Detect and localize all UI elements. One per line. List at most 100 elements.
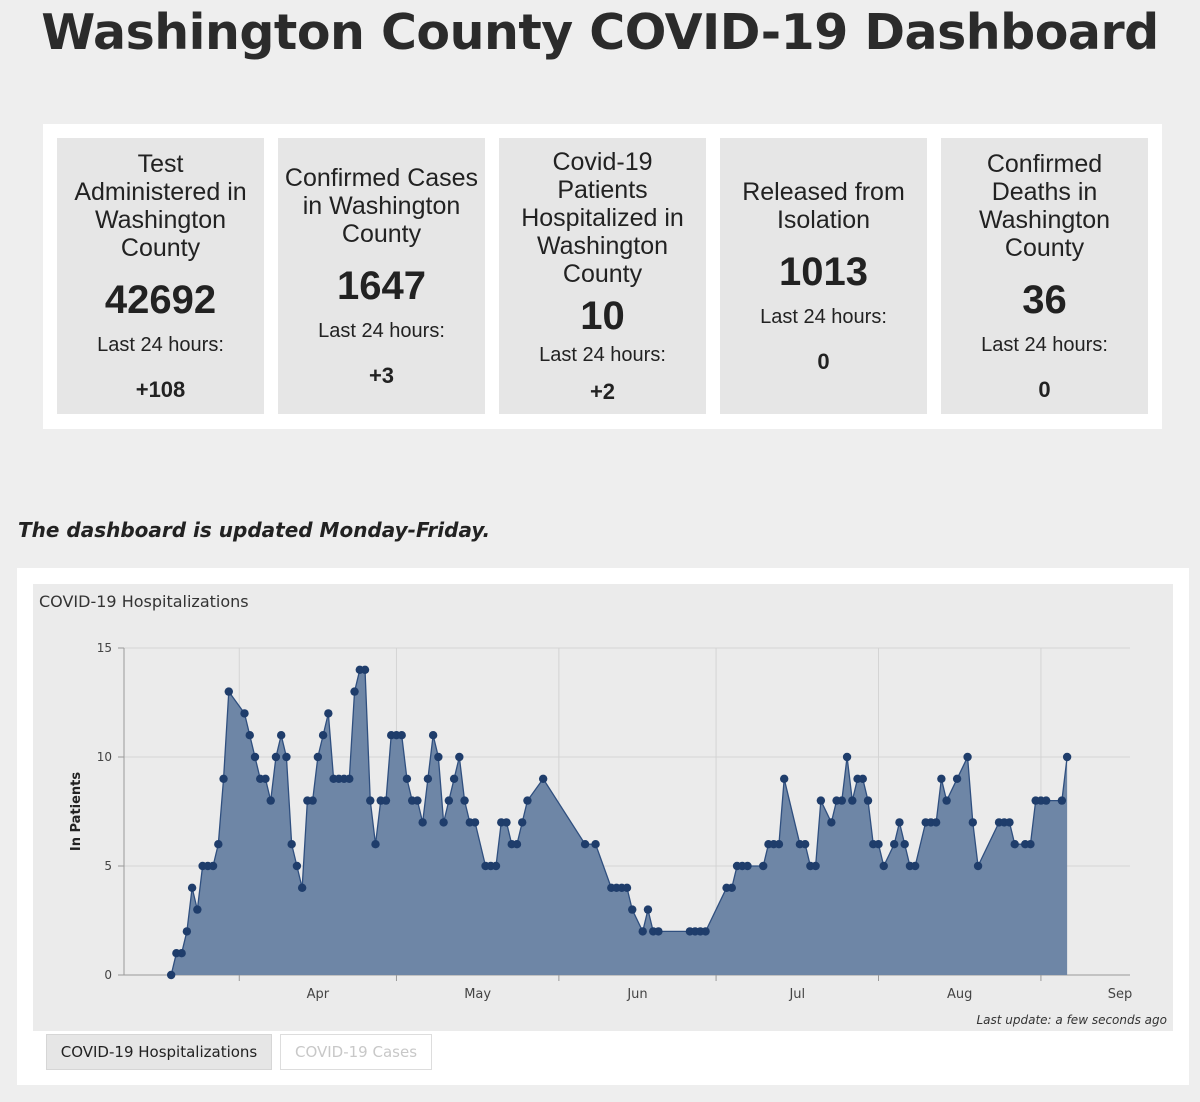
data-point [638, 927, 647, 936]
stat-last24-label: Last 24 hours: [981, 333, 1108, 356]
data-point [266, 796, 275, 805]
data-point [287, 840, 296, 849]
stat-deaths: Confirmed Deaths in Washington County 36… [941, 138, 1148, 414]
data-point [460, 796, 469, 805]
stat-hospitalized: Covid-19 Patients Hospitalized in Washin… [499, 138, 706, 414]
chart-title: COVID-19 Hospitalizations [39, 592, 249, 611]
data-point [308, 796, 317, 805]
stat-released: Released from Isolation 1013 Last 24 hou… [720, 138, 927, 414]
data-point [177, 949, 186, 958]
data-point [444, 796, 454, 805]
data-point [449, 774, 459, 783]
hospitalizations-chart[interactable]: 0 5 10 15 Apr May Jun Jul Aug Sep In Patients [33, 584, 1173, 1031]
stat-tests: Test Administered in Washington County 4… [57, 138, 264, 414]
data-point [879, 861, 888, 871]
stat-last24-label: Last 24 hours: [97, 333, 224, 356]
data-point [937, 774, 946, 783]
data-point [366, 796, 375, 805]
data-point [397, 731, 406, 740]
data-point [654, 927, 663, 936]
data-point [261, 774, 270, 783]
data-point [837, 796, 847, 805]
data-point [874, 840, 883, 849]
data-point [324, 709, 333, 718]
stat-last24-value: +3 [368, 362, 395, 388]
data-point [942, 796, 951, 805]
data-point [863, 796, 873, 805]
y-tick-label: 5 [104, 859, 112, 873]
data-point [1010, 840, 1019, 849]
data-point [759, 861, 768, 871]
data-point [518, 818, 527, 827]
data-point [973, 861, 983, 871]
data-point [1062, 752, 1072, 762]
stat-label: Covid-19 Patients Hospitalized in Washin… [521, 147, 684, 288]
data-point [952, 774, 962, 783]
data-point [418, 818, 427, 827]
data-point [816, 796, 826, 805]
stats-panel: Test Administered in Washington County 4… [43, 124, 1162, 429]
y-tick-label: 0 [104, 968, 112, 982]
data-point [779, 774, 789, 783]
y-tick-label: 15 [97, 641, 112, 655]
stat-label: Confirmed Cases in Washington County [284, 163, 479, 248]
page-title: Washington County COVID-19 Dashboard [41, 4, 1159, 61]
stat-value: 1013 [779, 249, 868, 294]
stat-label: Test Administered in Washington County [74, 149, 247, 262]
data-point [643, 905, 653, 914]
stat-value: 42692 [104, 277, 217, 322]
data-point [1026, 840, 1035, 849]
data-point [523, 796, 532, 805]
stat-last24-label: Last 24 hours: [539, 343, 666, 366]
stat-value: 10 [580, 293, 625, 338]
tab-cases[interactable]: COVID-19 Cases [280, 1034, 432, 1070]
x-tick-label: Jun [626, 987, 647, 1002]
data-point [381, 796, 391, 805]
data-point [842, 752, 852, 762]
data-point [245, 731, 254, 740]
chart-panel: 0 5 10 15 Apr May Jun Jul Aug Sep In Patients COVI… [17, 568, 1189, 1085]
data-point [371, 840, 380, 849]
stat-value: 36 [1022, 277, 1067, 322]
data-point [470, 818, 480, 827]
data-point [727, 883, 736, 892]
data-point [848, 796, 857, 805]
data-point [250, 752, 260, 762]
data-point [413, 796, 422, 805]
data-point [439, 818, 448, 827]
data-point [214, 840, 223, 849]
tab-hospitalizations[interactable]: COVID-19 Hospitalizations [46, 1034, 272, 1070]
data-point [224, 687, 233, 696]
data-point [512, 840, 522, 849]
data-point [318, 731, 328, 740]
stat-last24-value: +108 [135, 376, 186, 402]
data-point [219, 774, 228, 783]
data-point [434, 752, 443, 762]
x-tick-label: Sep [1108, 987, 1133, 1002]
stat-label: Released from Isolation [742, 177, 905, 234]
data-point [360, 665, 370, 674]
data-point [910, 861, 920, 871]
x-tick-label: Apr [307, 987, 330, 1002]
data-point [428, 731, 438, 740]
data-point [774, 840, 784, 849]
update-note: The dashboard is updated Monday-Friday. [18, 518, 491, 542]
data-point [580, 840, 590, 849]
series-area [171, 669, 1068, 975]
data-point [345, 774, 354, 783]
data-point [591, 840, 600, 849]
data-point [1041, 796, 1051, 805]
x-tick-label: Aug [947, 987, 972, 1002]
data-point [193, 905, 202, 914]
stat-value: 1647 [337, 263, 426, 308]
stat-last24-label: Last 24 hours: [760, 305, 887, 328]
data-point [297, 883, 307, 892]
data-point [240, 709, 249, 718]
data-point [491, 861, 501, 871]
stat-last24-value: 0 [817, 348, 830, 374]
x-tick-label: Jul [788, 987, 805, 1002]
data-point [402, 774, 412, 783]
stat-label: Confirmed Deaths in Washington County [978, 149, 1111, 262]
stat-last24-label: Last 24 hours: [318, 319, 445, 342]
data-point [538, 774, 548, 783]
